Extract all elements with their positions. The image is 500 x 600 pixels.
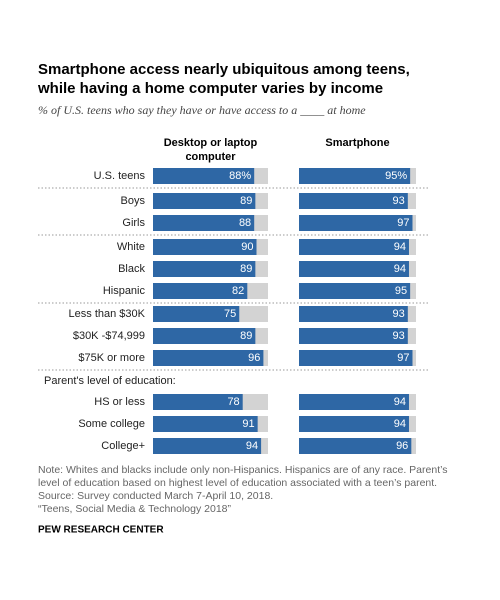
- bar: [153, 306, 240, 322]
- bar: [299, 394, 409, 410]
- value-label: 97: [397, 217, 409, 229]
- value-label: 94: [394, 396, 406, 408]
- value-label: 90: [241, 241, 253, 253]
- value-label: 89: [240, 263, 252, 275]
- category-label: Black: [118, 263, 145, 275]
- value-label: 75: [224, 308, 236, 320]
- note: “Teens, Social Media & Technology 2018”: [38, 503, 232, 515]
- value-label: 97: [397, 352, 409, 364]
- bar: [153, 416, 258, 432]
- category-label: Less than $30K: [69, 308, 146, 320]
- bar: [153, 239, 257, 255]
- subtitle: % of U.S. teens who say they have or hav…: [38, 103, 366, 117]
- value-label: 93: [393, 195, 405, 207]
- bar: [299, 239, 409, 255]
- bar: [153, 193, 256, 209]
- bar: [299, 328, 408, 344]
- group-label: Parent's level of education:: [44, 375, 176, 387]
- bar: [299, 438, 412, 454]
- value-label: 91: [242, 418, 254, 430]
- bar: [153, 438, 262, 454]
- value-label: 95%: [385, 170, 407, 182]
- bar: [153, 350, 264, 366]
- panel-header: Smartphone: [325, 137, 390, 149]
- value-label: 94: [394, 263, 406, 275]
- bar: [299, 283, 411, 299]
- bar: [153, 394, 243, 410]
- panel-header: Desktop or laptop computer: [163, 137, 258, 163]
- category-label: $75K or more: [78, 352, 145, 364]
- value-label: 95: [395, 285, 407, 297]
- bar: [153, 328, 256, 344]
- value-label: 96: [248, 352, 260, 364]
- value-label: 78: [227, 396, 239, 408]
- category-label: Girls: [122, 217, 145, 229]
- chart-title: Smartphone access nearly ubiquitous amon…: [38, 61, 410, 78]
- value-label: 88: [239, 217, 251, 229]
- bar: [299, 416, 409, 432]
- value-label: 89: [240, 195, 252, 207]
- bar: [299, 215, 413, 231]
- value-label: 96: [396, 440, 408, 452]
- category-label: Some college: [78, 418, 145, 430]
- value-label: 93: [393, 330, 405, 342]
- value-label: 94: [246, 440, 258, 452]
- note: Note: Whites and blacks include only non…: [38, 464, 448, 476]
- category-label: College+: [101, 440, 145, 452]
- bar: [153, 261, 256, 277]
- note: Source: Survey conducted March 7-April 1…: [38, 490, 273, 502]
- value-label: 94: [394, 241, 406, 253]
- category-label: Boys: [121, 195, 146, 207]
- value-label: 94: [394, 418, 406, 430]
- category-label: $30K -$74,999: [73, 330, 145, 342]
- chart-title: while having a home computer varies by i…: [37, 80, 383, 97]
- source: PEW RESEARCH CENTER: [38, 525, 164, 536]
- bar: [299, 168, 411, 184]
- value-label: 88%: [229, 170, 251, 182]
- category-label: U.S. teens: [94, 170, 146, 182]
- category-label: Hispanic: [103, 285, 146, 297]
- separators: [38, 187, 430, 371]
- bar: [299, 350, 413, 366]
- value-label: 82: [232, 285, 244, 297]
- bar: [299, 306, 408, 322]
- category-label: HS or less: [94, 396, 145, 408]
- bar: [299, 193, 408, 209]
- bar: [299, 261, 409, 277]
- bar: [153, 215, 255, 231]
- category-label: White: [117, 241, 145, 253]
- value-label: 93: [393, 308, 405, 320]
- note: level of education based on highest leve…: [38, 477, 437, 489]
- bar: [153, 283, 248, 299]
- bar: [153, 168, 255, 184]
- value-label: 89: [240, 330, 252, 342]
